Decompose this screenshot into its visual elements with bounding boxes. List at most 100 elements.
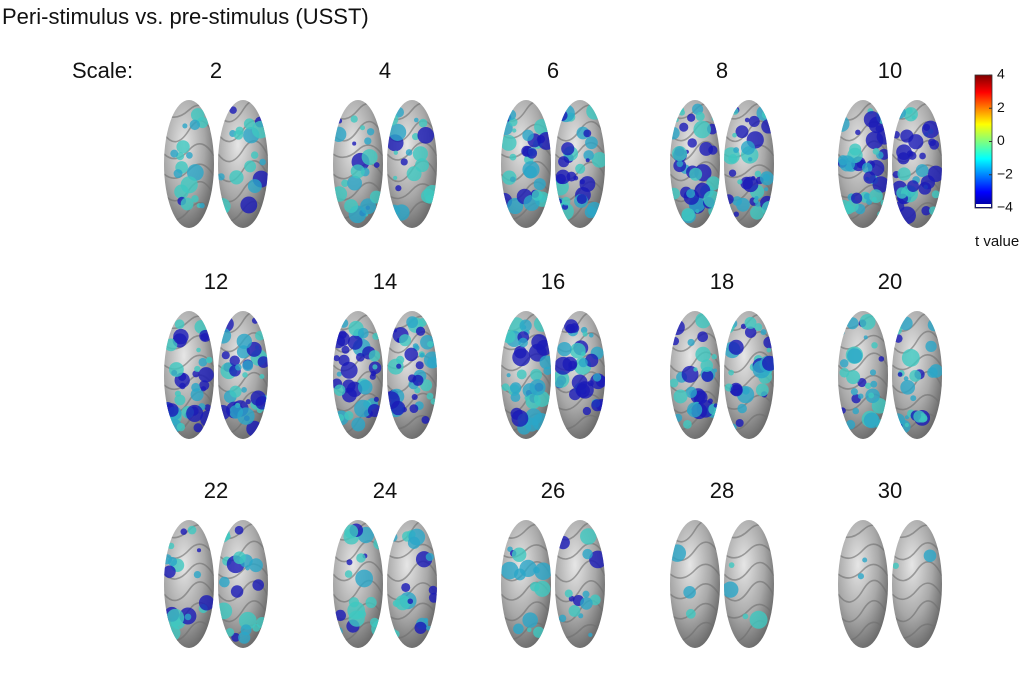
activation-blob (186, 152, 193, 159)
activation-blob (167, 542, 175, 550)
activation-blob (892, 562, 899, 569)
activation-blob (388, 532, 398, 542)
activation-blob (742, 176, 759, 193)
activation-blob (585, 158, 590, 163)
colorbar-label: t value (975, 233, 1019, 250)
activation-blob (344, 199, 359, 214)
hemisphere-detail (333, 314, 383, 434)
colorbar-tick-label: 0 (997, 132, 1005, 148)
activation-blob (392, 328, 397, 333)
activation-blob (740, 140, 756, 155)
activation-blob (333, 626, 343, 637)
activation-blob (670, 187, 680, 200)
activation-blob (568, 605, 581, 617)
activation-blob (176, 422, 186, 432)
activation-blob (423, 617, 429, 623)
activation-blob (192, 370, 200, 378)
hemisphere-detail (333, 521, 383, 641)
activation-blob (373, 537, 383, 550)
hemisphere-detail (838, 524, 888, 641)
activation-blob (557, 341, 572, 357)
activation-blob (929, 364, 942, 378)
activation-blob (871, 342, 878, 349)
colorbar-tick-label: −2 (997, 165, 1013, 181)
activation-blob (238, 611, 257, 630)
activation-blob (522, 612, 538, 628)
activation-blob (252, 579, 265, 591)
activation-blob (861, 162, 873, 174)
activation-blob (412, 343, 419, 349)
activation-blob (847, 348, 863, 364)
activation-blob (406, 316, 419, 329)
hemisphere-detail (838, 101, 888, 220)
activation-blob (594, 425, 604, 435)
activation-blob (257, 356, 268, 368)
activation-blob (565, 323, 575, 334)
activation-blob (502, 170, 517, 185)
activation-blob (724, 581, 739, 598)
activation-blob (697, 331, 708, 343)
activation-blob (218, 602, 233, 620)
panel-label: 10 (878, 58, 902, 83)
activation-blob (356, 553, 366, 563)
activation-blob (236, 333, 252, 349)
activation-blob (558, 156, 570, 168)
activation-blob (851, 192, 863, 204)
activation-blob (728, 169, 737, 177)
activation-blob (251, 317, 259, 324)
activation-blob (245, 399, 251, 405)
sulcus (892, 330, 942, 354)
colorbar-tick-label: 2 (997, 99, 1005, 115)
activation-blob (355, 569, 374, 588)
activation-blob (412, 133, 420, 141)
activation-blob (857, 393, 864, 399)
activation-blob (341, 345, 350, 354)
activation-blob (259, 158, 266, 166)
sulcus (838, 579, 888, 603)
activation-blob (189, 119, 201, 131)
activation-blob (859, 313, 876, 330)
activation-blob (681, 207, 695, 222)
activation-blob (244, 160, 257, 173)
activation-blob (533, 178, 546, 191)
activation-blob (204, 404, 211, 411)
activation-blob (415, 326, 426, 336)
activation-blob (372, 364, 378, 370)
activation-blob (336, 371, 342, 377)
activation-blob (368, 350, 381, 362)
activation-blob (347, 175, 363, 191)
activation-blob (672, 321, 678, 328)
activation-blob (229, 385, 242, 398)
activation-blob (199, 380, 210, 391)
sulcus (555, 580, 605, 603)
activation-blob (915, 164, 929, 177)
activation-blob (523, 165, 537, 179)
panel-label: 16 (541, 269, 565, 294)
activation-blob (868, 392, 875, 399)
activation-blob (530, 368, 543, 381)
activation-blob (334, 609, 346, 622)
sulcus (892, 582, 942, 600)
panel-label: 28 (710, 478, 734, 503)
activation-blob (351, 417, 366, 432)
activation-blob (237, 407, 255, 425)
activation-blob (683, 585, 696, 599)
activation-blob (900, 379, 916, 395)
sulcus (724, 561, 774, 581)
sulcus (164, 143, 214, 160)
activation-blob (913, 410, 926, 423)
activation-blob (390, 400, 406, 416)
activation-blob (543, 366, 551, 376)
activation-blob (357, 327, 369, 339)
activation-blob (728, 562, 735, 568)
activation-blob (852, 407, 860, 415)
activation-blob (187, 525, 197, 535)
activation-blob (231, 632, 241, 642)
activation-blob (865, 131, 884, 150)
activation-blob (408, 528, 426, 546)
activation-blob (173, 169, 183, 179)
panel-label: 4 (379, 58, 391, 83)
activation-blob (724, 194, 734, 205)
hemisphere-detail (892, 102, 942, 225)
sulcus (724, 164, 774, 179)
